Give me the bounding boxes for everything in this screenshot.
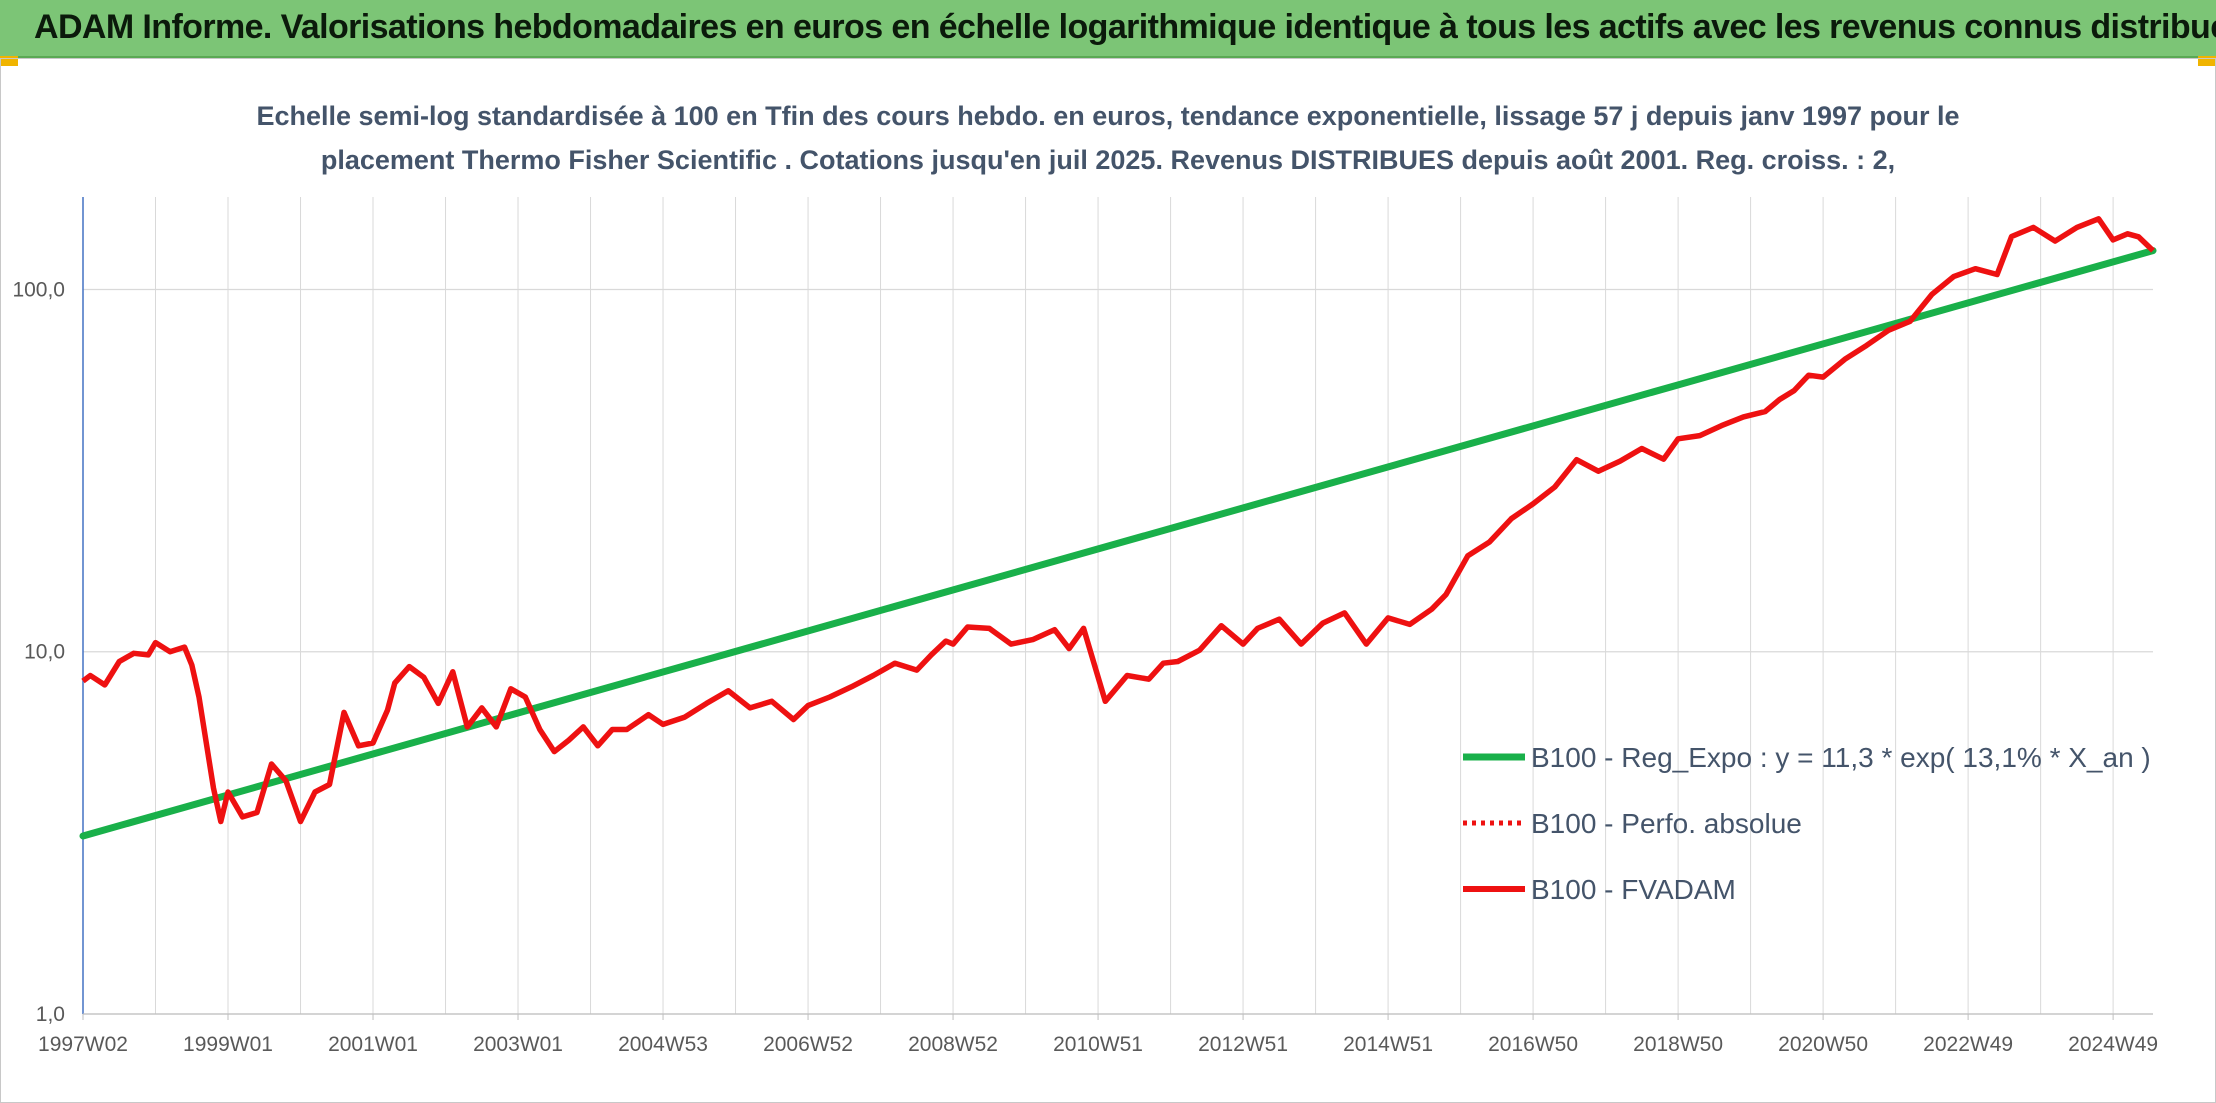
x-tick-label: 2010W51: [1053, 1033, 1143, 1056]
chart-title-line-1: Echelle semi-log standardisée à 100 en T…: [256, 101, 1959, 131]
y-tick-label: 100,0: [12, 278, 65, 301]
x-tick-label: 2001W01: [328, 1033, 418, 1056]
axes: 1,0 10,0 100,0 1997W02 1999W01 2001W01 2003W01…: [12, 197, 2158, 1056]
x-tick-label: 2006W52: [763, 1033, 853, 1056]
x-tick-label: 1999W01: [183, 1033, 273, 1056]
chart: Echelle semi-log standardisée à 100 en T…: [12, 101, 2158, 1056]
x-tick-label: 2014W51: [1343, 1033, 1433, 1056]
x-tick-label: 2022W49: [1923, 1033, 2013, 1056]
report-title: ADAM Informe. Valorisations hebdomadaire…: [34, 8, 2216, 46]
x-tick-label: 2008W52: [908, 1033, 998, 1056]
y-tick-label: 1,0: [36, 1003, 65, 1026]
x-tick-label: 2004W53: [618, 1033, 708, 1056]
series-reg-expo-line: [79, 247, 2157, 840]
legend: B100 - Reg_Expo : y = 11,3 * exp( 13,1% …: [1463, 742, 2151, 905]
corner-marker-left: [0, 56, 18, 66]
x-tick-label: 2024W49: [2068, 1033, 2158, 1056]
x-tick-label: 2020W50: [1778, 1033, 1868, 1056]
chart-title-line-2: placement Thermo Fisher Scientific . Cot…: [321, 145, 1895, 175]
legend-label: B100 - Reg_Expo : y = 11,3 * exp( 13,1% …: [1531, 742, 2151, 773]
legend-label: B100 - FVADAM: [1531, 874, 1736, 905]
legend-label: B100 - Perfo. absolue: [1531, 808, 1802, 839]
chart-area: Echelle semi-log standardisée à 100 en T…: [0, 58, 2216, 1103]
x-tick-label: 1997W02: [38, 1033, 128, 1056]
x-tick-label: 2018W50: [1633, 1033, 1723, 1056]
series-lines: [79, 216, 2157, 840]
x-tick-label: 2016W50: [1488, 1033, 1578, 1056]
x-tick-label: 2003W01: [473, 1033, 563, 1056]
report-banner: ADAM Informe. Valorisations hebdomadaire…: [0, 0, 2216, 58]
x-tick-label: 2012W51: [1198, 1033, 1288, 1056]
series-fvadam-line: [81, 216, 2155, 825]
gridlines: [83, 197, 2153, 1015]
corner-marker-right: [2198, 56, 2216, 66]
y-tick-label: 10,0: [24, 641, 65, 664]
